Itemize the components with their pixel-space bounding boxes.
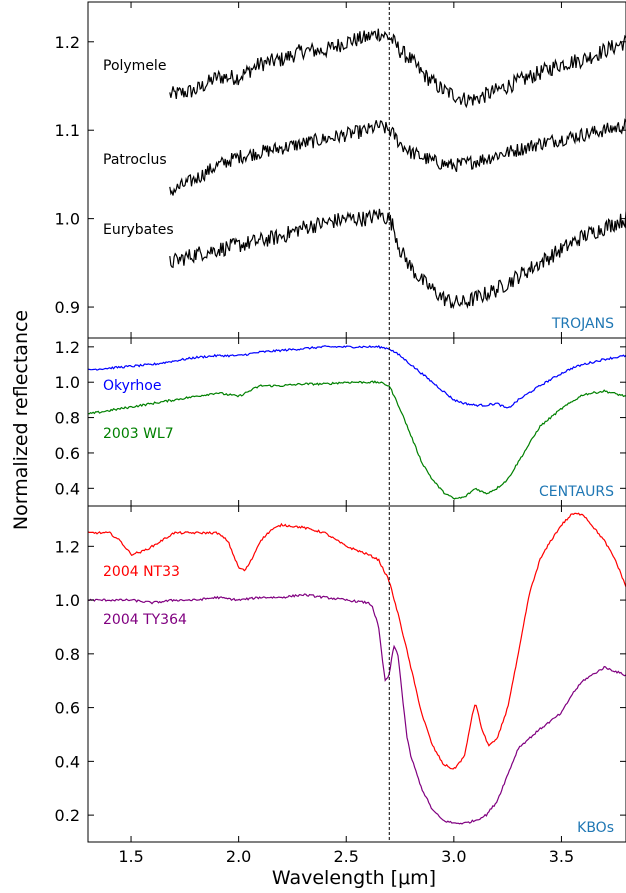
group-label: CENTAURS <box>539 484 614 500</box>
y-tick-label: 1.0 <box>55 591 80 610</box>
panel-centaurs: 0.4 0.6 0.8 1.0 1.2 Okyrhoe 2003 WL7 CENTAURS <box>55 337 626 507</box>
panels: 0.9 1.0 1.1 1.2 Polymele Patroclus Eurybates TR… <box>55 1 626 866</box>
y-tick-label: 1.1 <box>55 121 80 140</box>
series-label: 2004 NT33 <box>103 564 180 580</box>
y-tick-label: 0.9 <box>55 298 80 317</box>
series-line-eurybates <box>169 208 626 310</box>
y-tick-label: 1.0 <box>55 373 80 392</box>
series-label: Polymele <box>103 58 166 74</box>
series-label: Okyrhoe <box>103 378 161 394</box>
series-line-2003-wl7 <box>88 380 626 500</box>
series-line-2004-nt33 <box>88 512 626 770</box>
panel-frame <box>87 1 626 339</box>
series-label: 2003 WL7 <box>103 426 174 442</box>
y-tick-label: 0.2 <box>55 806 80 825</box>
y-axis-title: Normalized reflectance <box>10 310 32 530</box>
y-tick-label: 0.6 <box>55 444 80 463</box>
y-tick-label: 1.2 <box>55 537 80 556</box>
panel-frame <box>87 505 626 843</box>
series-line-polymele <box>169 28 626 109</box>
x-tick-label: 2.5 <box>334 847 359 866</box>
x-tick-label: 1.5 <box>118 847 143 866</box>
series-label: Eurybates <box>103 222 174 238</box>
y-tick-label: 0.4 <box>55 479 80 498</box>
x-tick-label: 3.5 <box>549 847 574 866</box>
series-line-patroclus <box>169 118 626 196</box>
panel-trojans: 0.9 1.0 1.1 1.2 Polymele Patroclus Eurybates TR… <box>55 1 626 339</box>
y-tick-label: 1.0 <box>55 210 80 229</box>
y-tick-label: 0.4 <box>55 752 80 771</box>
x-tick-label: 3.0 <box>441 847 466 866</box>
y-tick-label: 0.8 <box>55 645 80 664</box>
panel-kbos: 0.2 0.4 0.6 0.8 1.0 1.2 2004 NT33 2004 TY364 KBO… <box>55 505 626 843</box>
series-label: 2004 TY364 <box>103 612 187 628</box>
series-label: Patroclus <box>103 152 167 168</box>
series-line-2004-ty364 <box>88 593 626 825</box>
y-tick-label: 1.2 <box>55 33 80 52</box>
y-tick-label: 0.8 <box>55 409 80 428</box>
series-line-okyrhoe <box>88 344 626 409</box>
group-label: TROJANS <box>551 316 614 332</box>
y-tick-label: 1.2 <box>55 338 80 357</box>
group-label: KBOs <box>577 820 614 836</box>
x-axis-title: Wavelength [μm] <box>272 867 436 889</box>
x-tick-label: 2.0 <box>226 847 251 866</box>
y-tick-label: 0.6 <box>55 699 80 718</box>
